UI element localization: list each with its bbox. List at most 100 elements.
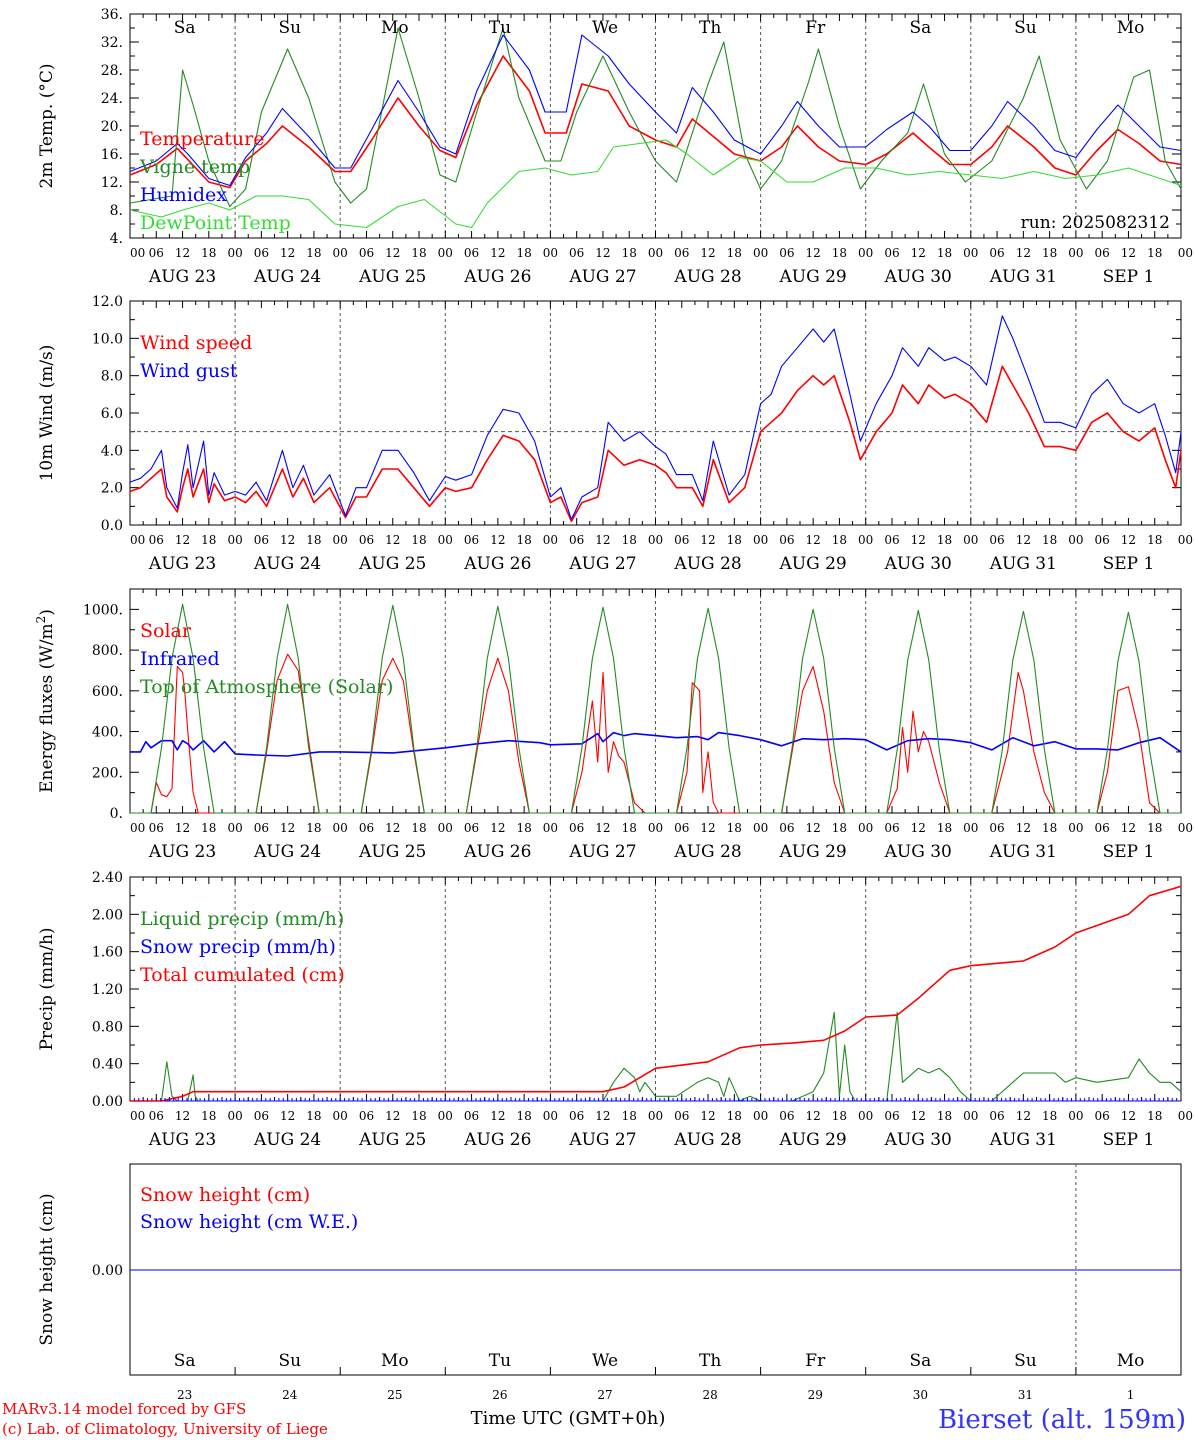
- hour-label: 00: [1178, 246, 1193, 260]
- hour-label: 06: [674, 246, 689, 260]
- hour-label: 00: [1068, 821, 1083, 835]
- hour-label: 12: [595, 821, 610, 835]
- hour-label: 06: [674, 821, 689, 835]
- hour-label: 06: [464, 821, 479, 835]
- date-label: AUG 31: [989, 267, 1057, 287]
- date-label: AUG 28: [673, 267, 741, 287]
- hour-label: 18: [411, 246, 426, 260]
- hour-label: 18: [201, 533, 216, 547]
- hour-label: 06: [254, 1109, 269, 1123]
- date-label: AUG 23: [148, 554, 216, 574]
- day-abbr: Fr: [805, 1351, 826, 1371]
- y-tick-label: 0.: [110, 806, 123, 822]
- hour-label: 18: [306, 821, 321, 835]
- y-tick-label: 1.60: [92, 945, 123, 961]
- hour-label: 00: [130, 1109, 145, 1123]
- legend-entry: Wind speed: [140, 332, 252, 354]
- legend-entry: Liquid precip (mm/h): [140, 908, 344, 930]
- model-credit: MARv3.14 model forced by GFS: [2, 1400, 246, 1418]
- hour-label: 06: [779, 246, 794, 260]
- date-label: AUG 31: [989, 554, 1057, 574]
- hour-label: 06: [359, 533, 374, 547]
- day-number: 26: [492, 1388, 507, 1402]
- series-humidex: [129, 34, 1182, 187]
- hour-label: 12: [1016, 821, 1031, 835]
- y-tick-label: 2.0: [101, 481, 123, 497]
- y-axis-label: 2m Temp. (°C): [37, 63, 57, 188]
- date-label: AUG 29: [779, 267, 847, 287]
- hour-label: 18: [1147, 246, 1162, 260]
- day-number: 30: [913, 1388, 928, 1402]
- hour-label: 00: [333, 533, 348, 547]
- hour-label: 12: [1121, 821, 1136, 835]
- hour-label: 00: [333, 246, 348, 260]
- hour-label: 12: [490, 533, 505, 547]
- panel-frame: [129, 588, 1182, 814]
- hour-label: 00: [227, 246, 242, 260]
- hour-label: 12: [806, 246, 821, 260]
- y-tick-label: 12.: [101, 175, 123, 191]
- hour-label: 06: [464, 533, 479, 547]
- hour-label: 18: [1147, 533, 1162, 547]
- y-tick-label: 10.0: [92, 331, 123, 347]
- y-tick-label: 8.0: [101, 369, 123, 385]
- hour-label: 06: [149, 246, 164, 260]
- day-number: 31: [1018, 1388, 1033, 1402]
- hour-label: 18: [622, 246, 637, 260]
- hour-label: 00: [543, 246, 558, 260]
- date-label: AUG 25: [358, 1130, 426, 1150]
- hour-label: 18: [516, 821, 531, 835]
- date-label: AUG 30: [884, 1130, 952, 1150]
- legend-entry: Humidex: [140, 184, 227, 206]
- hour-label: 12: [385, 533, 400, 547]
- hour-label: 18: [937, 821, 952, 835]
- hour-label: 00: [858, 246, 873, 260]
- hour-label: 06: [254, 821, 269, 835]
- date-label: AUG 31: [989, 1130, 1057, 1150]
- hour-label: 18: [306, 533, 321, 547]
- y-tick-label: 0.80: [92, 1019, 123, 1035]
- day-number: 24: [282, 1388, 298, 1402]
- hour-label: 12: [175, 246, 190, 260]
- day-abbr: Sa: [174, 1351, 196, 1371]
- hour-label: 12: [280, 533, 295, 547]
- hour-label: 06: [779, 821, 794, 835]
- date-label: AUG 29: [779, 1130, 847, 1150]
- y-axis-label: Precip (mm/h): [37, 927, 57, 1050]
- hour-label: 00: [858, 533, 873, 547]
- hour-label: 00: [438, 1109, 453, 1123]
- hour-label: 12: [280, 1109, 295, 1123]
- y-tick-label: 20.: [101, 119, 123, 135]
- y-tick-label: 0.40: [92, 1057, 123, 1073]
- hour-label: 06: [254, 533, 269, 547]
- date-label: AUG 23: [148, 842, 216, 862]
- hour-label: 12: [1016, 1109, 1031, 1123]
- y-axis-label: Snow height (cm): [37, 1193, 57, 1345]
- date-label: AUG 24: [253, 267, 321, 287]
- date-label: AUG 24: [253, 842, 321, 862]
- hour-label: 12: [1016, 246, 1031, 260]
- run-label: run: 2025082312: [1021, 213, 1170, 233]
- hour-label: 12: [700, 821, 715, 835]
- y-tick-label: 16.: [101, 147, 123, 163]
- hour-label: 06: [569, 1109, 584, 1123]
- day-abbr: Mo: [381, 1351, 409, 1371]
- hour-label: 18: [516, 246, 531, 260]
- series-top-of-atmosphere-solar: [130, 603, 1181, 814]
- hour-label: 18: [727, 1109, 742, 1123]
- hour-label: 12: [175, 533, 190, 547]
- y-tick-label: 8.: [110, 203, 123, 219]
- date-label: AUG 27: [568, 842, 636, 862]
- series-wind-speed: [129, 365, 1182, 523]
- hour-label: 00: [1068, 1109, 1083, 1123]
- hour-label: 06: [149, 821, 164, 835]
- day-abbr: Su: [278, 1351, 301, 1371]
- hour-label: 18: [622, 533, 637, 547]
- hour-label: 06: [569, 533, 584, 547]
- series-total-cumulated-cm: [130, 885, 1182, 1102]
- hour-label: 06: [1095, 1109, 1110, 1123]
- hour-label: 12: [806, 533, 821, 547]
- hour-label: 12: [490, 1109, 505, 1123]
- hour-label: 18: [411, 821, 426, 835]
- hour-label: 18: [1042, 533, 1057, 547]
